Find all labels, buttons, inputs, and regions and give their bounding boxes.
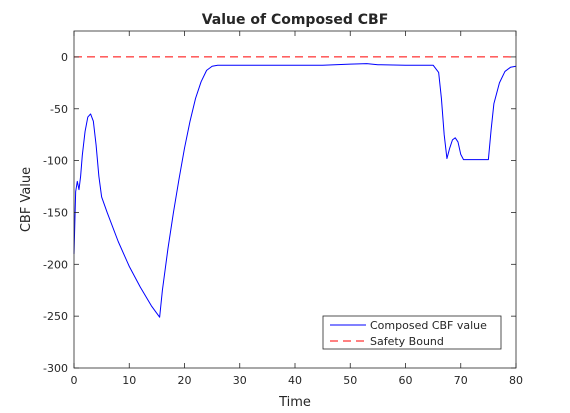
y-tick-label-6: -300 [43, 362, 68, 375]
legend-box [322, 315, 502, 350]
y-axis-label: CBF Value [19, 167, 34, 232]
y-tick-label-1: -50 [50, 103, 68, 116]
x-tick-label-8: 80 [509, 374, 523, 387]
y-tick-label-3: -150 [43, 206, 68, 219]
x-tick-label-3: 30 [233, 374, 247, 387]
plot-area [74, 31, 516, 368]
series-line-0 [73, 63, 517, 318]
series-layer [73, 56, 517, 318]
x-axis-label: Time [278, 395, 311, 410]
y-tick-label-2: -100 [43, 155, 68, 168]
x-tick-label-0: 0 [71, 374, 78, 387]
chart-title: Value of Composed CBF [202, 12, 389, 28]
x-tick-label-5: 50 [343, 374, 357, 387]
x-tick-label-4: 40 [288, 374, 302, 387]
x-tick-label-7: 70 [454, 374, 468, 387]
x-tick-label-6: 60 [399, 374, 413, 387]
y-axis-ticks: 0 -50 -100 -150 -200 -250 -300 [43, 51, 516, 375]
x-tick-label-2: 20 [178, 374, 192, 387]
x-tick-label-1: 10 [122, 374, 136, 387]
y-tick-label-5: -250 [43, 310, 68, 323]
legend-label-composed-cbf: Composed CBF value [370, 319, 487, 332]
y-tick-label-4: -200 [43, 258, 68, 271]
legend-label-safety-bound: Safety Bound [370, 335, 444, 348]
legend: Composed CBF value Safety Bound [322, 315, 502, 350]
y-tick-label-0: 0 [61, 51, 68, 64]
x-axis-ticks: 0 10 20 30 40 50 60 70 80 [71, 31, 523, 387]
